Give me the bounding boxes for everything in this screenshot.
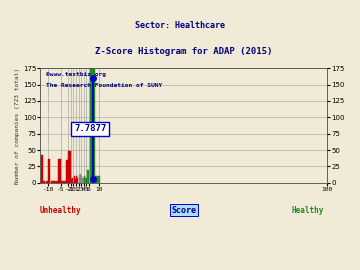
Bar — [73, 176, 75, 183]
Text: 7.7877: 7.7877 — [74, 124, 106, 133]
Title: Z-Score Histogram for ADAP (2015): Z-Score Histogram for ADAP (2015) — [95, 48, 273, 56]
Bar — [81, 176, 82, 183]
Bar — [63, 181, 66, 183]
Bar — [78, 175, 80, 183]
Bar — [71, 179, 72, 183]
Y-axis label: Number of companies (723 total): Number of companies (723 total) — [15, 68, 20, 184]
Bar — [90, 68, 95, 183]
Bar — [85, 177, 86, 183]
Bar — [76, 176, 77, 183]
Bar — [43, 181, 45, 183]
Bar — [84, 176, 85, 183]
Bar — [82, 177, 84, 183]
Bar — [87, 170, 89, 183]
Bar — [80, 174, 81, 183]
Bar — [53, 181, 55, 183]
Bar — [75, 179, 76, 183]
Text: The Research Foundation of SUNY: The Research Foundation of SUNY — [46, 83, 162, 88]
Bar — [48, 159, 50, 183]
Bar — [51, 181, 53, 183]
Bar — [66, 160, 68, 183]
Bar — [61, 181, 63, 183]
Bar — [72, 177, 73, 183]
Bar — [86, 177, 87, 183]
Text: Healthy: Healthy — [291, 205, 323, 214]
Text: ©www.textbiz.org: ©www.textbiz.org — [46, 72, 106, 77]
Text: Sector: Healthcare: Sector: Healthcare — [135, 21, 225, 30]
Bar — [95, 176, 100, 183]
Bar — [77, 177, 78, 183]
Bar — [46, 181, 48, 183]
Bar — [41, 155, 43, 183]
Text: Score: Score — [171, 205, 197, 214]
Bar — [58, 159, 60, 183]
Bar — [68, 151, 71, 183]
Text: Unhealthy: Unhealthy — [40, 205, 81, 214]
Bar — [56, 181, 58, 183]
